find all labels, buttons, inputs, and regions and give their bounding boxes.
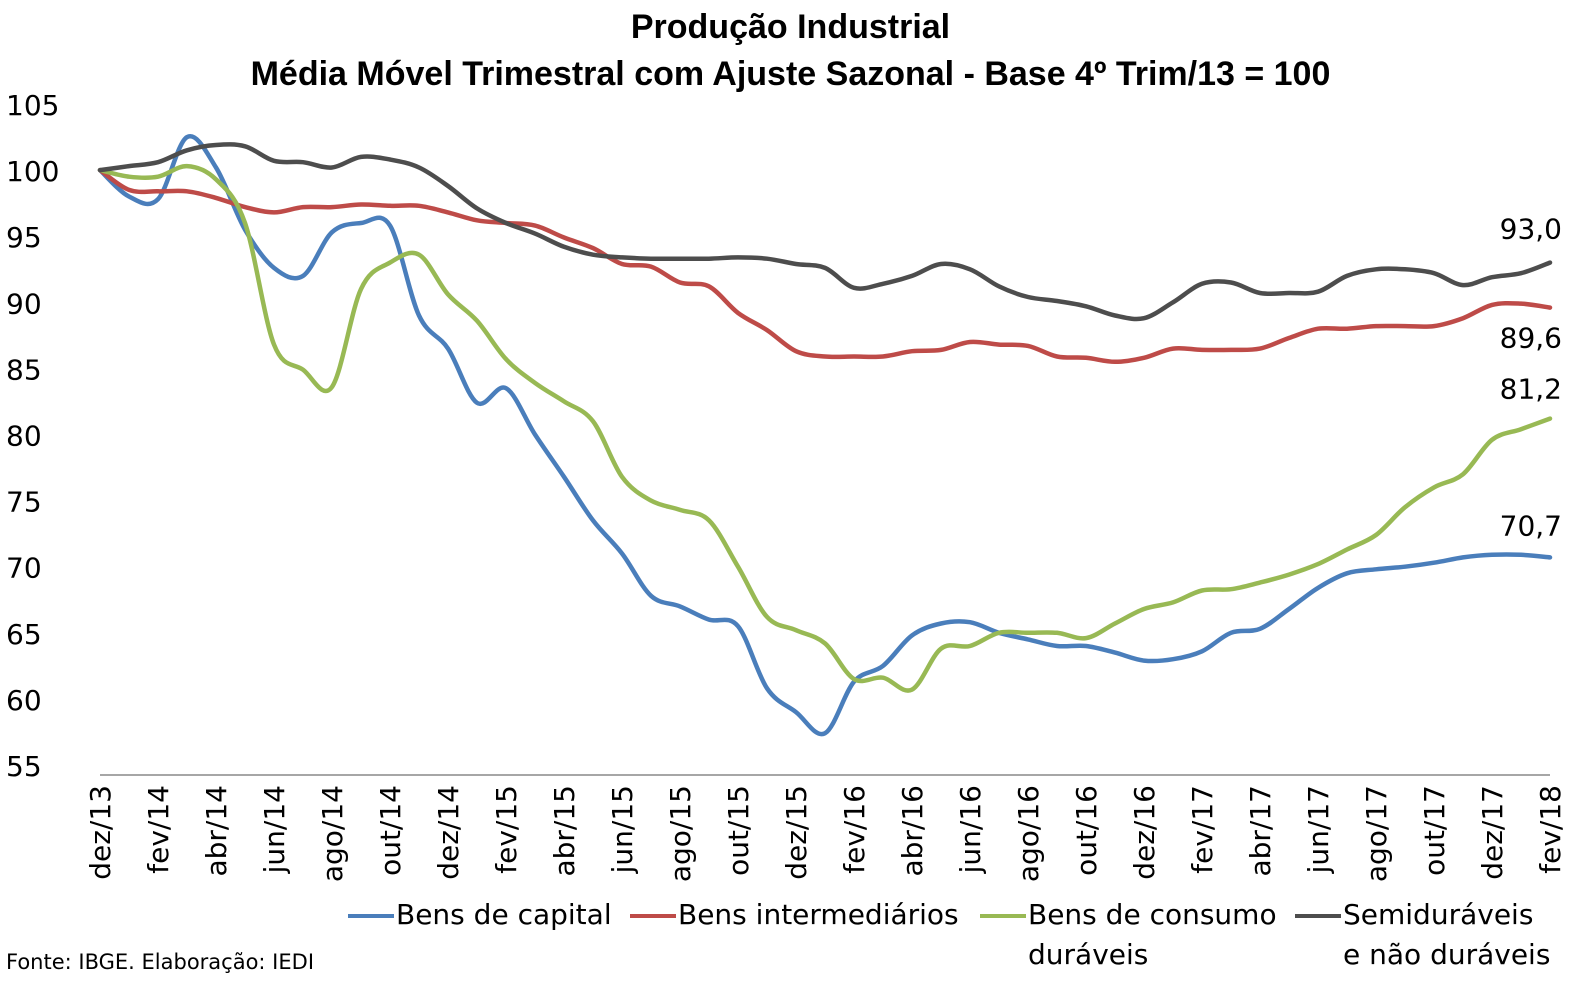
y-tick-label: 100 bbox=[6, 155, 59, 188]
x-tick-label: fev/18 bbox=[1534, 785, 1567, 874]
data-label-semiduraveis-e-nao-duraveis: 93,0 bbox=[1500, 213, 1562, 246]
legend-swatch-bens-de-capital bbox=[348, 914, 394, 918]
x-tick-label: dez/13 bbox=[84, 785, 117, 880]
x-tick-label: jun/14 bbox=[258, 785, 291, 874]
y-tick-label: 80 bbox=[6, 420, 42, 453]
x-tick-label: dez/14 bbox=[432, 785, 465, 880]
source-note: Fonte: IBGE. Elaboração: IEDI bbox=[6, 950, 315, 974]
series-line-semiduraveis-e-nao-duraveis bbox=[97, 142, 1553, 322]
x-tick-label: out/15 bbox=[722, 785, 755, 876]
x-tick-label: fev/14 bbox=[142, 785, 175, 874]
chart-title: Produção Industrial bbox=[630, 8, 951, 46]
legend-swatch-bens-intermediarios bbox=[630, 914, 676, 918]
x-tick-label: dez/15 bbox=[780, 785, 813, 880]
x-tick-label: jun/15 bbox=[606, 785, 639, 874]
x-tick-label: ago/16 bbox=[1012, 785, 1045, 882]
y-tick-label: 105 bbox=[6, 89, 59, 122]
x-tick-label: abr/16 bbox=[896, 785, 929, 877]
y-tick-label: 65 bbox=[6, 618, 42, 651]
y-tick-label: 60 bbox=[6, 684, 42, 717]
x-tick-label: out/17 bbox=[1418, 785, 1451, 876]
legend-swatch-semiduraveis bbox=[1295, 914, 1341, 918]
series-line-bens-de-capital bbox=[97, 134, 1553, 737]
x-tick-label: dez/16 bbox=[1128, 785, 1161, 880]
y-tick-label: 95 bbox=[6, 221, 42, 254]
x-tick-label: abr/15 bbox=[548, 785, 581, 877]
y-tick-label: 90 bbox=[6, 287, 42, 320]
legend-swatch-bens-de-consumo-duraveis bbox=[980, 914, 1026, 918]
data-label-bens-de-consumo-duraveis: 81,2 bbox=[1500, 373, 1562, 406]
x-tick-label: dez/17 bbox=[1476, 785, 1509, 880]
legend-label: Bens intermediários bbox=[678, 898, 959, 931]
x-tick-label: jun/16 bbox=[954, 785, 987, 874]
x-tick-label: abr/14 bbox=[200, 785, 233, 877]
x-tick-label: jun/17 bbox=[1302, 785, 1335, 874]
x-tick-label: ago/14 bbox=[316, 785, 349, 882]
x-tick-label: out/16 bbox=[1070, 785, 1103, 876]
data-label-bens-de-capital: 70,7 bbox=[1500, 509, 1562, 542]
x-tick-label: fev/17 bbox=[1186, 785, 1219, 874]
y-tick-label: 75 bbox=[6, 486, 42, 519]
x-tick-label: ago/15 bbox=[664, 785, 697, 882]
y-tick-label: 55 bbox=[6, 750, 42, 783]
x-tick-label: fev/15 bbox=[490, 785, 523, 874]
chart-subtitle: Média Móvel Trimestral com Ajuste Sazona… bbox=[250, 55, 1331, 93]
x-tick-label: abr/17 bbox=[1244, 785, 1277, 877]
series-line-bens-de-consumo-duraveis bbox=[97, 163, 1553, 693]
series-line-bens-intermediarios bbox=[97, 167, 1553, 365]
legend-label: Bens de consumo duráveis bbox=[1028, 898, 1277, 971]
y-tick-label: 85 bbox=[6, 353, 42, 386]
legend-label: Semiduráveis e não duráveis bbox=[1343, 898, 1551, 971]
legend-label: Bens de capital bbox=[396, 898, 612, 931]
data-label-bens-intermediarios: 89,6 bbox=[1500, 322, 1562, 355]
x-tick-label: out/14 bbox=[374, 785, 407, 876]
x-tick-label: ago/17 bbox=[1360, 785, 1393, 882]
y-tick-label: 70 bbox=[6, 552, 42, 585]
x-tick-label: fev/16 bbox=[838, 785, 871, 874]
